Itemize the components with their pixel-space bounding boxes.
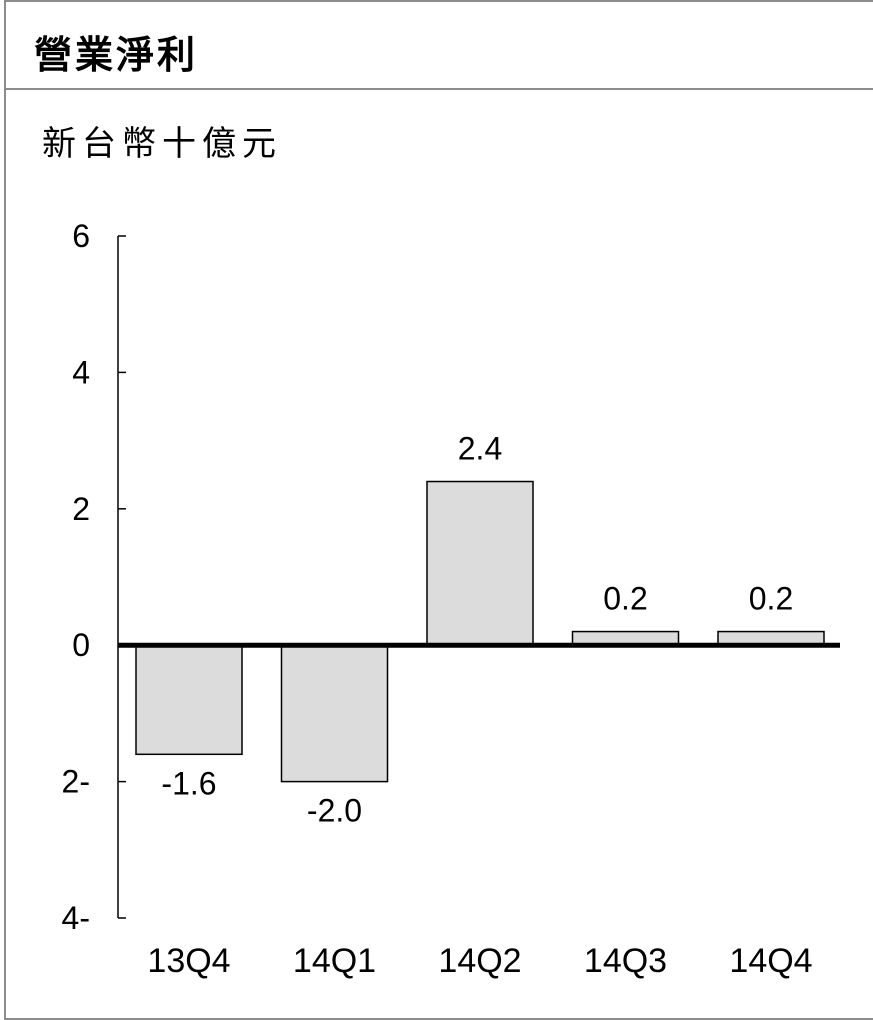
title-bar: 營業淨利: [6, 2, 873, 90]
category-labels: 13Q4 14Q1 14Q2 14Q3 14Q4: [147, 942, 812, 980]
y-tick-label: 6: [72, 218, 90, 254]
category-label: 14Q3: [584, 942, 667, 980]
category-label: 13Q4: [147, 942, 230, 980]
bar-13q4: [135, 644, 243, 756]
bar-14q1: [280, 644, 389, 783]
y-tick-label: 4: [72, 354, 90, 390]
bar-14q2: [426, 480, 534, 646]
category-label: 14Q1: [293, 942, 376, 980]
y-tick-label: 2: [72, 491, 90, 527]
y-tick-label: 4-: [62, 900, 90, 936]
category-label: 14Q2: [438, 942, 521, 980]
data-labels: -1.6 -2.0 2.4 0.2 0.2: [161, 431, 793, 829]
unit-label: 新台幣十億元: [42, 124, 282, 164]
data-label: 0.2: [603, 581, 647, 617]
y-axis: 6 4 2 0 2- 4-: [62, 218, 126, 936]
data-label: 2.4: [458, 431, 502, 467]
data-label: -1.6: [161, 765, 216, 801]
y-tick-label: 2-: [62, 764, 90, 800]
bars: [135, 480, 825, 783]
chart-title: 營業淨利: [34, 33, 199, 77]
data-label: 0.2: [749, 581, 793, 617]
y-tick-label: 0: [72, 627, 90, 663]
data-label: -2.0: [307, 793, 362, 829]
category-label: 14Q4: [729, 942, 812, 980]
